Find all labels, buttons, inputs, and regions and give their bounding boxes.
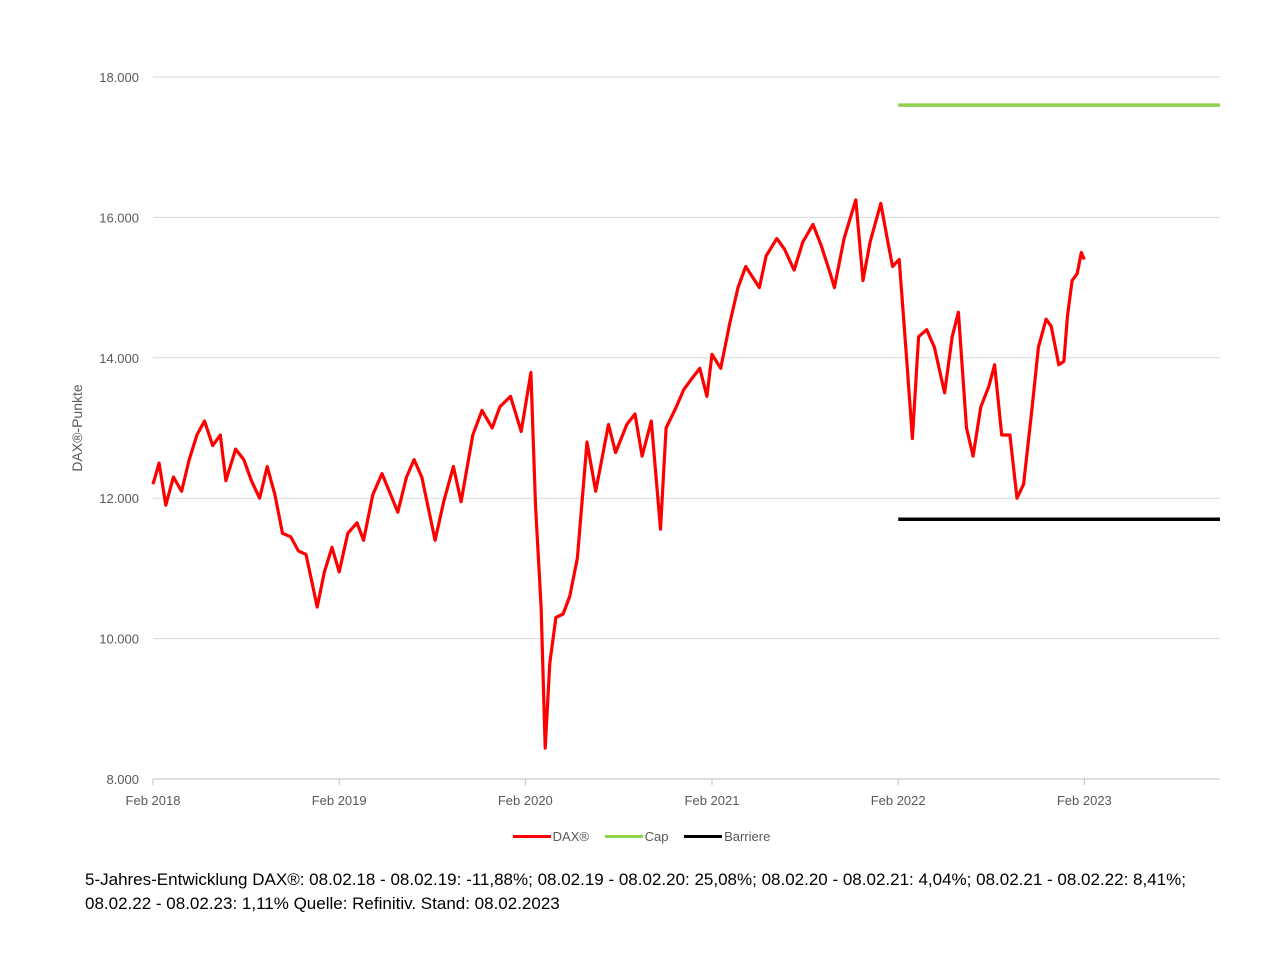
legend-swatch-barriere: [684, 835, 723, 838]
legend: DAX® Cap Barriere: [0, 826, 1283, 844]
legend-item-cap: Cap: [604, 829, 669, 844]
legend-item-barriere: Barriere: [684, 829, 770, 844]
legend-swatch-cap: [604, 835, 643, 838]
caption: 5-Jahres-Entwicklung DAX®: 08.02.18 - 08…: [85, 870, 1186, 913]
legend-swatch-dax: [512, 835, 551, 838]
y-tick-label: 14.000: [99, 351, 139, 366]
y-tick-label: 8.000: [106, 772, 139, 787]
x-tick-label: Feb 2020: [498, 793, 553, 808]
y-tick-label: 18.000: [99, 70, 139, 85]
legend-label-dax: DAX®: [552, 829, 589, 844]
x-tick-label: Feb 2019: [312, 793, 367, 808]
legend-label-cap: Cap: [644, 829, 669, 844]
legend-item-dax: DAX®: [512, 829, 589, 844]
y-axis-title: DAX®-Punkte: [69, 384, 85, 472]
y-tick-label: 10.000: [99, 632, 139, 647]
x-tick-label: Feb 2018: [126, 793, 181, 808]
x-tick-label: Feb 2021: [685, 793, 740, 808]
y-tick-label: 12.000: [99, 491, 139, 506]
legend-label-barriere: Barriere: [724, 829, 771, 844]
x-tick-label: Feb 2023: [1057, 793, 1112, 808]
series-line-dax: [151, 198, 1086, 750]
x-tick-label: Feb 2022: [871, 793, 926, 808]
y-tick-label: 16.000: [99, 210, 139, 225]
